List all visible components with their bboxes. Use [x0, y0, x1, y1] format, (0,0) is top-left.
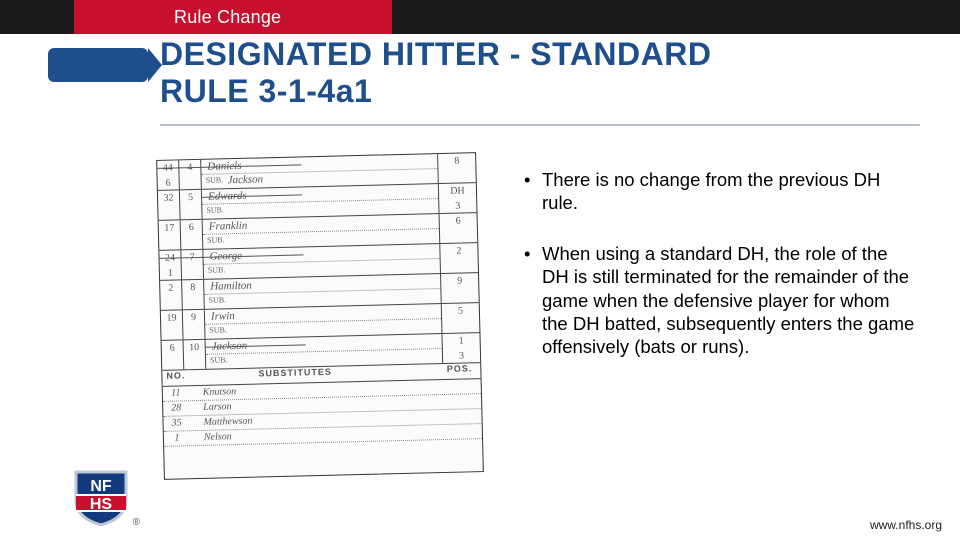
trademark-icon: ® [133, 517, 140, 528]
title-line2: RULE 3-1-4a1 [160, 73, 711, 110]
shield-icon: NF HS [72, 470, 130, 526]
horizontal-rule [160, 124, 920, 126]
bullet-list: There is no change from the previous DH … [518, 168, 918, 386]
footer-url: www.nfhs.org [870, 518, 942, 532]
category-tab: Rule Change [74, 0, 392, 34]
logo-line1: NF [90, 478, 112, 495]
flag-shape [48, 48, 148, 82]
lineup-card-image: 4464DanielsSUB.Jackson8325EdwardsSUB.DH3… [156, 152, 484, 480]
bullet-item: When using a standard DH, the role of th… [518, 242, 918, 358]
title-line1: DESIGNATED HITTER - STANDARD [160, 36, 711, 73]
bullet-item: There is no change from the previous DH … [518, 168, 918, 214]
slide-title: DESIGNATED HITTER - STANDARD RULE 3-1-4a… [160, 36, 711, 110]
nfhs-logo: NF HS ® [72, 470, 130, 526]
logo-line2: HS [90, 496, 113, 513]
